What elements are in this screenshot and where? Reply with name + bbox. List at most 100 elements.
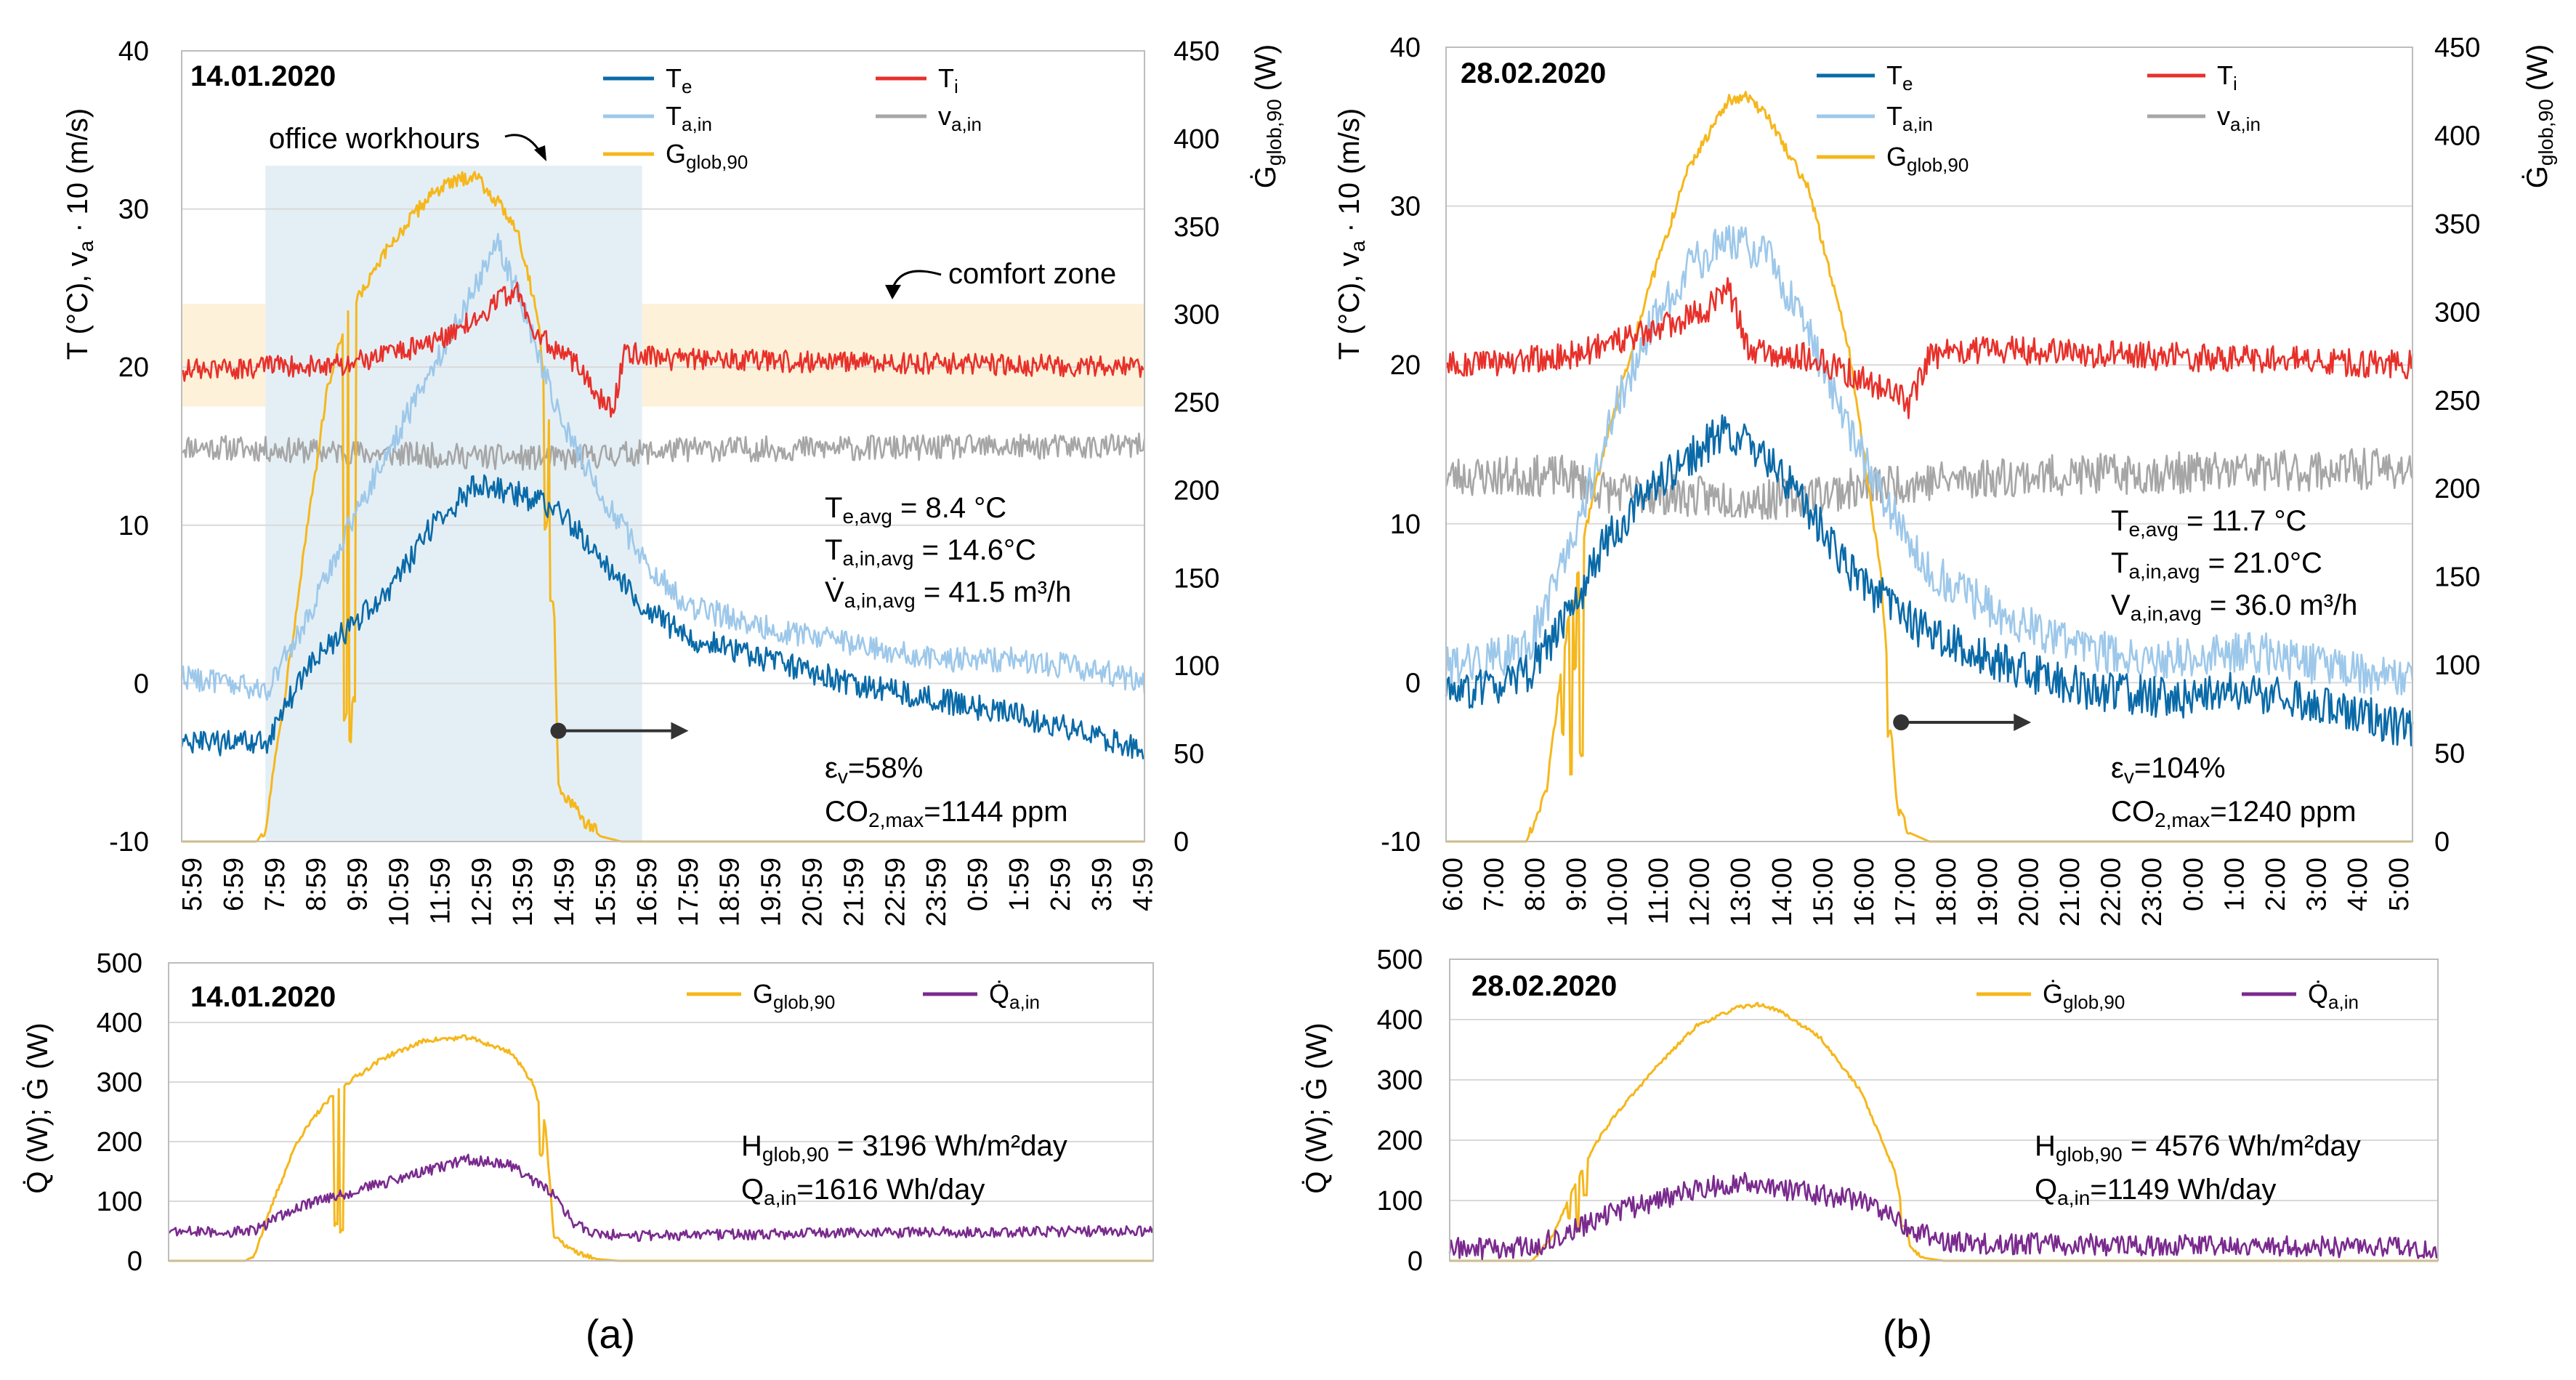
legend-label: Gglob,90 (753, 979, 835, 1013)
y-tick-label: 0 (134, 669, 149, 699)
y-tick-label: 500 (97, 948, 142, 979)
x-tick-label: 19:59 (756, 858, 787, 927)
marker-arrowhead (671, 722, 689, 740)
x-tick-label: 7:59 (260, 858, 291, 911)
x-tick-label: 7:00 (1479, 858, 1510, 911)
y-tick-label-right: 100 (1174, 651, 1219, 682)
y-tick-label-right: 150 (2434, 562, 2480, 593)
y-tick-label: 200 (1377, 1126, 1423, 1156)
legend-label: Ġglob,90 (2043, 979, 2125, 1013)
legend-label: Gglob,90 (666, 139, 748, 173)
x-tick-label: 23:00 (2137, 858, 2168, 927)
workhours-band (265, 166, 642, 842)
x-tick-label: 2:59 (1046, 858, 1076, 911)
y-tick-label: 400 (97, 1008, 142, 1038)
right-y-ticks: 450 400 350 300 250 200 150 100 50 0 (2434, 33, 2480, 858)
y-tick-label: 30 (1390, 192, 1421, 222)
y-tick-label: 0 (1405, 668, 1421, 698)
panel-label-b: (b) (1883, 1311, 1932, 1357)
y-tick-label-right: 250 (1174, 388, 1219, 419)
y-tick-label-right: 300 (2434, 297, 2480, 328)
annot-ta-avg: Ta,in,avg = 21.0°C (2111, 547, 2322, 583)
series-line-t-a-in (1445, 225, 2414, 695)
x-tick-label: 6:00 (1438, 858, 1469, 911)
annot-te-avg: Te,avg = 11.7 °C (2111, 505, 2306, 541)
y-tick-label-right: 50 (1174, 739, 1204, 770)
right-y-ticks: 450 400 350 300 250 200 150 100 50 0 (1174, 36, 1219, 858)
annot-q-ain: Qa,in=1616 Wh/day (741, 1174, 985, 1209)
legend-label: Te (1886, 60, 1913, 94)
x-tick-label: 3:00 (2302, 858, 2333, 911)
y-tick-label: 100 (97, 1187, 142, 1217)
plot-frame (168, 962, 1154, 1262)
y-tick-label: 40 (118, 36, 149, 67)
annot-eps: εv=104% (2111, 752, 2226, 788)
y-tick-label-right: 350 (1174, 212, 1219, 243)
plot-frame (1445, 47, 2413, 842)
y-tick-label: -10 (1381, 827, 1421, 858)
left-y-ticks: 40 30 20 10 0 -10 (109, 36, 149, 858)
x-tick-label: 8:00 (1520, 858, 1551, 911)
y-tick-label-right: 300 (1174, 300, 1219, 331)
x-tick-label: 15:59 (591, 858, 621, 927)
annot-co2: CO2,max=1144 ppm (825, 796, 1068, 831)
y-tick-label: 300 (1377, 1065, 1423, 1096)
x-tick-label: 21:59 (839, 858, 869, 927)
x-tick-label: 17:00 (1891, 858, 1921, 927)
x-tick-label: 0:59 (963, 858, 993, 911)
panel-b-bottom: 500 400 300 200 100 0 Q̇ (W); Ġ (W) 28.02.202… (1300, 945, 2439, 1277)
x-tick-label: 9:59 (343, 858, 374, 911)
x-tick-label: 20:00 (2014, 858, 2044, 927)
y-tick-label: 0 (1408, 1246, 1423, 1277)
legend-label: Q̇a,in (989, 979, 1040, 1013)
y-tick-label-right: 0 (2434, 827, 2450, 858)
x-tick-label: 5:59 (177, 858, 208, 911)
x-tick-label: 12:59 (467, 858, 497, 927)
y-tick-label: 30 (118, 195, 149, 225)
y-tick-label: 20 (1390, 350, 1421, 381)
x-tick-label: 20:59 (798, 858, 828, 927)
legend-label: Ti (2217, 60, 2237, 94)
series-line-t-i (1445, 277, 2414, 419)
series-line-t-e (1445, 414, 2414, 747)
y-tick-label-right: 50 (2434, 739, 2465, 770)
x-tick-label: 14:59 (549, 858, 580, 927)
right-y-axis-label: Ġglob,90 (W) (2521, 44, 2557, 189)
left-y-axis-label: T (°C), va · 10 (m/s) (62, 108, 97, 360)
panel-a-bottom: 500 400 300 200 100 0 Q̇ (W); Ġ (W) 14.01.202… (21, 948, 1155, 1277)
x-ticks: 6:00 7:00 8:00 9:00 10:00 11:00 12:00 13:00 14:0… (1438, 858, 2415, 927)
y-tick-label: 20 (118, 352, 149, 383)
x-tick-label: 16:59 (632, 858, 663, 927)
annot-h-glob: Hglob,90 = 3196 Wh/m²day (741, 1130, 1067, 1166)
x-tick-label: 6:59 (219, 858, 249, 911)
right-y-axis-label: Ġglob,90 (W) (1249, 44, 1285, 189)
y-tick-label-right: 400 (1174, 124, 1219, 155)
y-tick-label-right: 450 (1174, 36, 1219, 67)
workhours-label: office workhours (269, 123, 480, 155)
x-tick-label: 18:59 (715, 858, 746, 927)
x-tick-label: 22:00 (2096, 858, 2127, 927)
series-line-v-a-in (1445, 448, 2414, 520)
x-tick-label: 11:00 (1644, 858, 1674, 924)
legend-label: Gglob,90 (1886, 142, 1969, 176)
x-tick-label: 4:59 (1128, 858, 1159, 911)
series-line-q-a-in (168, 1153, 1155, 1243)
annot-eps: εv=58% (825, 752, 923, 788)
x-tick-label: 12:00 (1685, 858, 1716, 927)
y-tick-label-right: 200 (2434, 474, 2480, 504)
x-tick-label: 0:00 (2179, 858, 2209, 911)
annot-h-glob: Hglob,90 = 4576 Wh/m²day (2035, 1130, 2361, 1166)
gridlines (169, 1022, 1153, 1202)
legend: Ġglob,90 Q̇a,in (1977, 979, 2359, 1013)
y-tick-label: 40 (1390, 33, 1421, 63)
x-tick-label: 23:59 (921, 858, 952, 927)
annot-ta-avg: Ta,in,avg = 14.6°C (825, 534, 1036, 570)
gridlines (1450, 1019, 2438, 1201)
date-label: 28.02.2020 (1471, 970, 1617, 1002)
x-tick-label: 8:59 (302, 858, 332, 911)
legend: Te Ti Ta,in va,in Gglob,90 (1817, 60, 2261, 176)
axis-marker-arrow (550, 722, 689, 740)
y-tick-label: 0 (127, 1246, 142, 1277)
